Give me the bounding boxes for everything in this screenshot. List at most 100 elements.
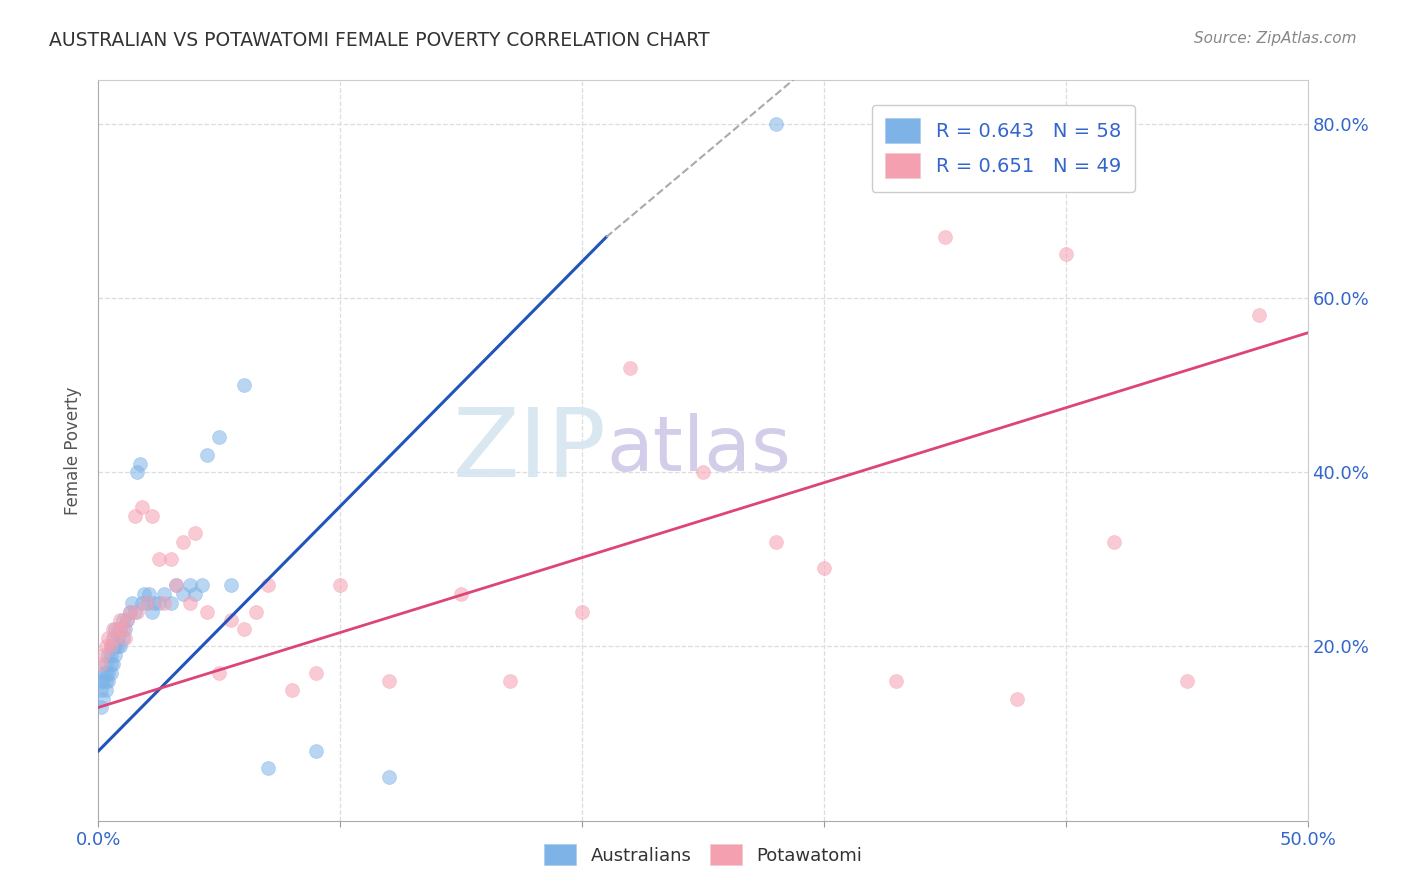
Point xyxy=(256,578,278,592)
Point xyxy=(118,605,141,619)
Point xyxy=(165,578,187,592)
Point xyxy=(160,552,183,566)
Point xyxy=(692,465,714,479)
Point xyxy=(117,613,139,627)
Point xyxy=(97,648,120,662)
Point xyxy=(104,622,127,636)
Text: Source: ZipAtlas.com: Source: ZipAtlas.com xyxy=(1194,31,1357,46)
Point xyxy=(305,665,328,680)
Point xyxy=(101,622,124,636)
Point xyxy=(90,657,112,671)
Legend: Australians, Potawatomi: Australians, Potawatomi xyxy=(534,835,872,874)
Point xyxy=(152,596,174,610)
Point xyxy=(165,578,187,592)
Point xyxy=(765,117,787,131)
Text: atlas: atlas xyxy=(606,414,792,487)
Point xyxy=(131,596,153,610)
Legend: R = 0.643   N = 58, R = 0.651   N = 49: R = 0.643 N = 58, R = 0.651 N = 49 xyxy=(872,104,1135,192)
Point xyxy=(114,622,136,636)
Point xyxy=(172,587,194,601)
Point xyxy=(135,596,157,610)
Point xyxy=(172,535,194,549)
Point xyxy=(128,457,150,471)
Point xyxy=(619,360,641,375)
Point xyxy=(97,674,120,689)
Text: ZIP: ZIP xyxy=(453,404,606,497)
Point xyxy=(114,631,136,645)
Point xyxy=(100,648,122,662)
Point xyxy=(124,508,146,523)
Point xyxy=(208,430,231,444)
Point xyxy=(765,535,787,549)
Point xyxy=(121,596,143,610)
Point xyxy=(179,578,201,592)
Point xyxy=(91,665,114,680)
Text: AUSTRALIAN VS POTAWATOMI FEMALE POVERTY CORRELATION CHART: AUSTRALIAN VS POTAWATOMI FEMALE POVERTY … xyxy=(49,31,710,50)
Point xyxy=(100,640,122,654)
Point xyxy=(100,665,122,680)
Point xyxy=(118,605,141,619)
Point xyxy=(141,605,163,619)
Point xyxy=(934,230,956,244)
Point xyxy=(1054,247,1077,261)
Point xyxy=(101,640,124,654)
Point xyxy=(131,500,153,514)
Point xyxy=(1007,691,1029,706)
Point xyxy=(221,613,243,627)
Point xyxy=(108,622,131,636)
Point xyxy=(97,631,120,645)
Point xyxy=(191,578,214,592)
Point xyxy=(108,640,131,654)
Point xyxy=(117,613,139,627)
Point xyxy=(97,665,120,680)
Point xyxy=(195,605,218,619)
Point xyxy=(94,674,117,689)
Point xyxy=(94,665,117,680)
Point xyxy=(221,578,243,592)
Point xyxy=(571,605,593,619)
Point xyxy=(1249,309,1271,323)
Point xyxy=(127,605,149,619)
Point xyxy=(160,596,183,610)
Point xyxy=(101,657,124,671)
Point xyxy=(101,631,124,645)
Point xyxy=(107,622,129,636)
Point xyxy=(184,587,207,601)
Point xyxy=(184,526,207,541)
Point xyxy=(245,605,267,619)
Point xyxy=(91,674,114,689)
Point xyxy=(90,674,112,689)
Point xyxy=(104,648,127,662)
Point xyxy=(377,770,399,784)
Point xyxy=(256,761,278,775)
Y-axis label: Female Poverty: Female Poverty xyxy=(65,386,83,515)
Point xyxy=(91,648,114,662)
Point xyxy=(91,691,114,706)
Point xyxy=(104,640,127,654)
Point xyxy=(111,613,134,627)
Point xyxy=(134,587,156,601)
Point xyxy=(886,674,908,689)
Point xyxy=(450,587,472,601)
Point xyxy=(1102,535,1125,549)
Point xyxy=(329,578,352,592)
Point xyxy=(111,622,134,636)
Point xyxy=(94,657,117,671)
Point xyxy=(107,631,129,645)
Point xyxy=(179,596,201,610)
Point xyxy=(377,674,399,689)
Point xyxy=(195,448,218,462)
Point xyxy=(148,596,170,610)
Point xyxy=(141,508,163,523)
Point xyxy=(104,631,127,645)
Point xyxy=(281,683,304,698)
Point xyxy=(94,640,117,654)
Point xyxy=(90,683,112,698)
Point xyxy=(1175,674,1198,689)
Point xyxy=(232,622,254,636)
Point xyxy=(208,665,231,680)
Point xyxy=(127,465,149,479)
Point xyxy=(111,631,134,645)
Point xyxy=(94,683,117,698)
Point xyxy=(498,674,520,689)
